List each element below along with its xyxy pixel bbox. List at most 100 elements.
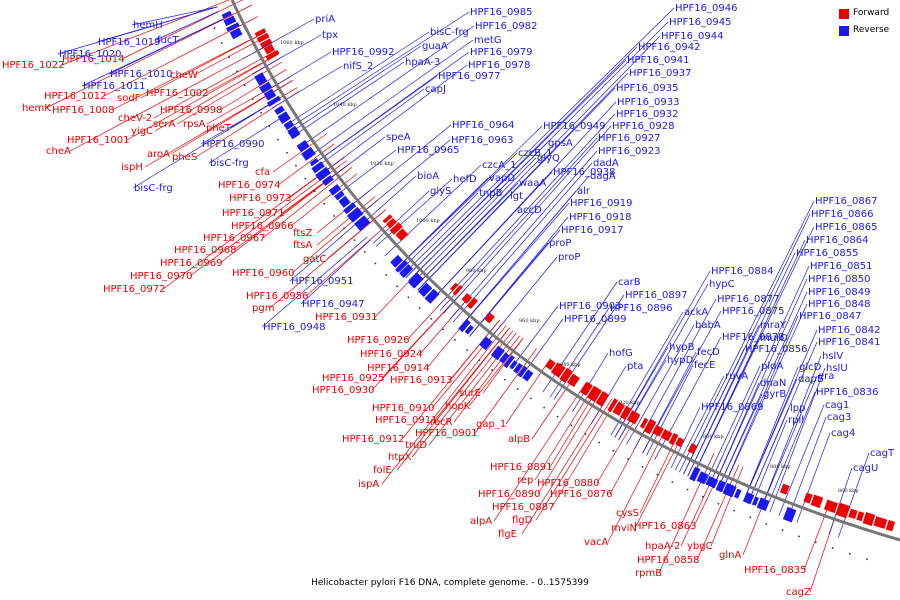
- gene-label-rpmb[interactable]: rpmB: [635, 568, 662, 579]
- gene-label-hpf16-1020[interactable]: HPF16_1020: [59, 49, 121, 60]
- gene-label-chew[interactable]: cheW: [170, 70, 198, 81]
- gene-label-hpf16-0941[interactable]: HPF16_0941: [627, 55, 689, 66]
- forward-gene-60[interactable]: [595, 391, 610, 407]
- gene-label-hpf16-0931[interactable]: HPF16_0931: [315, 312, 377, 323]
- reverse-gene-17[interactable]: [296, 140, 310, 153]
- gene-label-hpf16-0903[interactable]: HPF16_0903: [559, 301, 621, 312]
- forward-gene-29[interactable]: [382, 214, 393, 224]
- gene-label-prop[interactable]: proP: [558, 252, 580, 263]
- gene-label-hpf16-0932[interactable]: HPF16_0932: [616, 109, 678, 120]
- gene-label-hpf16-0901[interactable]: HPF16_0901: [415, 428, 477, 439]
- gene-label-cagt[interactable]: cagT: [870, 448, 895, 459]
- gene-label-hpf16-1014[interactable]: HPF16_1014: [62, 54, 124, 65]
- gene-label-hpf16-0887[interactable]: HPF16_0887: [492, 502, 554, 513]
- gene-label-hpf16-0945[interactable]: HPF16_0945: [669, 17, 731, 28]
- gene-label-vaca[interactable]: vacA: [584, 537, 609, 548]
- forward-gene-67[interactable]: [652, 424, 664, 437]
- gene-label-hpf16-0913[interactable]: HPF16_0913: [390, 375, 452, 386]
- reverse-gene-53[interactable]: [522, 369, 534, 382]
- gene-label-mvin[interactable]: mviN: [611, 523, 637, 534]
- gene-label-hpf16-0866[interactable]: HPF16_0866: [811, 209, 873, 220]
- forward-gene-32[interactable]: [395, 228, 409, 241]
- gene-label-hypc[interactable]: hypC: [709, 279, 735, 290]
- reverse-gene-12[interactable]: [266, 95, 282, 107]
- gene-label-chea[interactable]: cheA: [46, 146, 71, 157]
- forward-gene-8[interactable]: [265, 50, 280, 60]
- gene-label-hpf16-0968[interactable]: HPF16_0968: [174, 245, 236, 256]
- gene-label-alr[interactable]: alr: [577, 186, 591, 197]
- gene-label-hpf16-0990[interactable]: HPF16_0990: [202, 139, 264, 150]
- gene-label-hpf16-0875[interactable]: HPF16_0875: [722, 306, 784, 317]
- reverse-gene-49[interactable]: [503, 355, 515, 369]
- gene-label-hpf16-0851[interactable]: HPF16_0851: [810, 261, 872, 272]
- forward-gene-89[interactable]: [862, 512, 876, 526]
- gene-label-glcd[interactable]: glcD: [799, 362, 822, 373]
- gene-label-bisc-frg[interactable]: bisC-frg: [430, 27, 469, 38]
- gene-label-hypd[interactable]: hypD: [667, 355, 694, 366]
- gene-label-mray[interactable]: mraY: [760, 320, 787, 331]
- gene-label-hpf16-0918[interactable]: HPF16_0918: [569, 212, 631, 223]
- reverse-gene-18[interactable]: [301, 146, 316, 161]
- reverse-gene-35[interactable]: [399, 264, 414, 278]
- gene-label-hemh[interactable]: hemH: [133, 20, 163, 31]
- forward-gene-62[interactable]: [612, 401, 626, 416]
- reverse-gene-52[interactable]: [517, 365, 528, 378]
- gene-label-hpf16-0965[interactable]: HPF16_0965: [397, 145, 459, 156]
- reverse-gene-1[interactable]: [223, 15, 237, 27]
- gene-label-hpf16-0978[interactable]: HPF16_0978: [468, 60, 530, 71]
- gene-label-era[interactable]: era: [818, 371, 834, 382]
- forward-gene-65[interactable]: [639, 417, 649, 429]
- forward-gene-88[interactable]: [856, 511, 865, 522]
- gene-label-pta[interactable]: pta: [627, 361, 643, 372]
- gene-label-hpf16-0964[interactable]: HPF16_0964: [452, 120, 514, 131]
- gene-label-pria[interactable]: priA: [315, 14, 335, 25]
- gene-label-hpf16-1001[interactable]: HPF16_1001: [67, 135, 129, 146]
- gene-label-hpf16-0891[interactable]: HPF16_0891: [490, 462, 552, 473]
- reverse-gene-43[interactable]: [458, 319, 471, 333]
- reverse-gene-38[interactable]: [424, 288, 440, 304]
- forward-gene-59[interactable]: [586, 385, 602, 402]
- reverse-gene-51[interactable]: [513, 362, 523, 374]
- gene-label-glyq[interactable]: glyQ: [537, 153, 560, 164]
- gene-label-hpf16-0850[interactable]: HPF16_0850: [808, 274, 870, 285]
- gene-label-hpf16-0938[interactable]: HPF16_0938: [553, 167, 615, 178]
- gene-label-hpf16-0946[interactable]: HPF16_0946: [675, 3, 737, 14]
- gene-label-hpf16-0969[interactable]: HPF16_0969: [160, 258, 222, 269]
- forward-gene-71[interactable]: [687, 443, 698, 455]
- forward-gene-42[interactable]: [466, 297, 478, 310]
- gene-label-bisc-frg[interactable]: bisC-frg: [134, 183, 173, 194]
- gene-label-hpf16-0930[interactable]: HPF16_0930: [312, 385, 374, 396]
- reverse-gene-16[interactable]: [287, 125, 301, 140]
- forward-gene-61[interactable]: [607, 398, 618, 413]
- gene-label-hpf16-0973[interactable]: HPF16_0973: [229, 193, 291, 204]
- reverse-gene-74[interactable]: [705, 476, 719, 489]
- forward-gene-58[interactable]: [580, 381, 593, 396]
- reverse-gene-0[interactable]: [221, 10, 232, 19]
- gene-label-hslu[interactable]: hslU: [826, 363, 848, 374]
- gene-label-hpf16-1019[interactable]: HPF16_1019: [98, 37, 160, 48]
- gene-label-cyss[interactable]: cysS: [616, 508, 639, 519]
- gene-label-hpf16-0974[interactable]: HPF16_0974: [218, 180, 280, 191]
- gene-label-hpf16-0998[interactable]: HPF16_0998: [160, 105, 222, 116]
- gene-label-hpf16-0933[interactable]: HPF16_0933: [617, 97, 679, 108]
- gene-label-glna[interactable]: glnA: [719, 550, 741, 561]
- gene-label-hpf16-0971[interactable]: HPF16_0971: [222, 208, 284, 219]
- gene-label-gap-1[interactable]: gap_1: [476, 419, 506, 430]
- reverse-gene-28[interactable]: [354, 215, 371, 232]
- forward-gene-5[interactable]: [256, 32, 270, 43]
- forward-gene-55[interactable]: [550, 362, 566, 378]
- gene-label-cagu[interactable]: cagU: [853, 463, 878, 474]
- forward-gene-41[interactable]: [461, 293, 473, 304]
- gene-label-hpf16-0869[interactable]: HPF16_0869: [701, 402, 763, 413]
- gene-label-hpf16-0972[interactable]: HPF16_0972: [103, 284, 165, 295]
- gene-label-hefd[interactable]: hefD: [453, 174, 477, 185]
- gene-label-sera[interactable]: serA: [153, 119, 175, 130]
- gene-label-bioa[interactable]: bioA: [417, 171, 439, 182]
- gene-label-hpf16-0842[interactable]: HPF16_0842: [818, 325, 880, 336]
- reverse-gene-9[interactable]: [254, 72, 268, 86]
- forward-gene-6[interactable]: [259, 38, 273, 48]
- reverse-gene-27[interactable]: [346, 206, 364, 223]
- reverse-gene-37[interactable]: [417, 282, 433, 297]
- forward-gene-4[interactable]: [254, 28, 267, 37]
- gene-label-hpf16-0944[interactable]: HPF16_0944: [661, 31, 723, 42]
